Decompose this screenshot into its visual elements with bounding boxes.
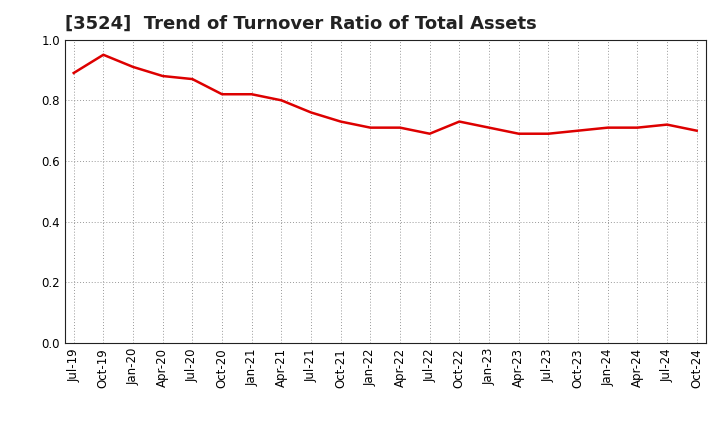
Text: [3524]  Trend of Turnover Ratio of Total Assets: [3524] Trend of Turnover Ratio of Total … (65, 15, 536, 33)
